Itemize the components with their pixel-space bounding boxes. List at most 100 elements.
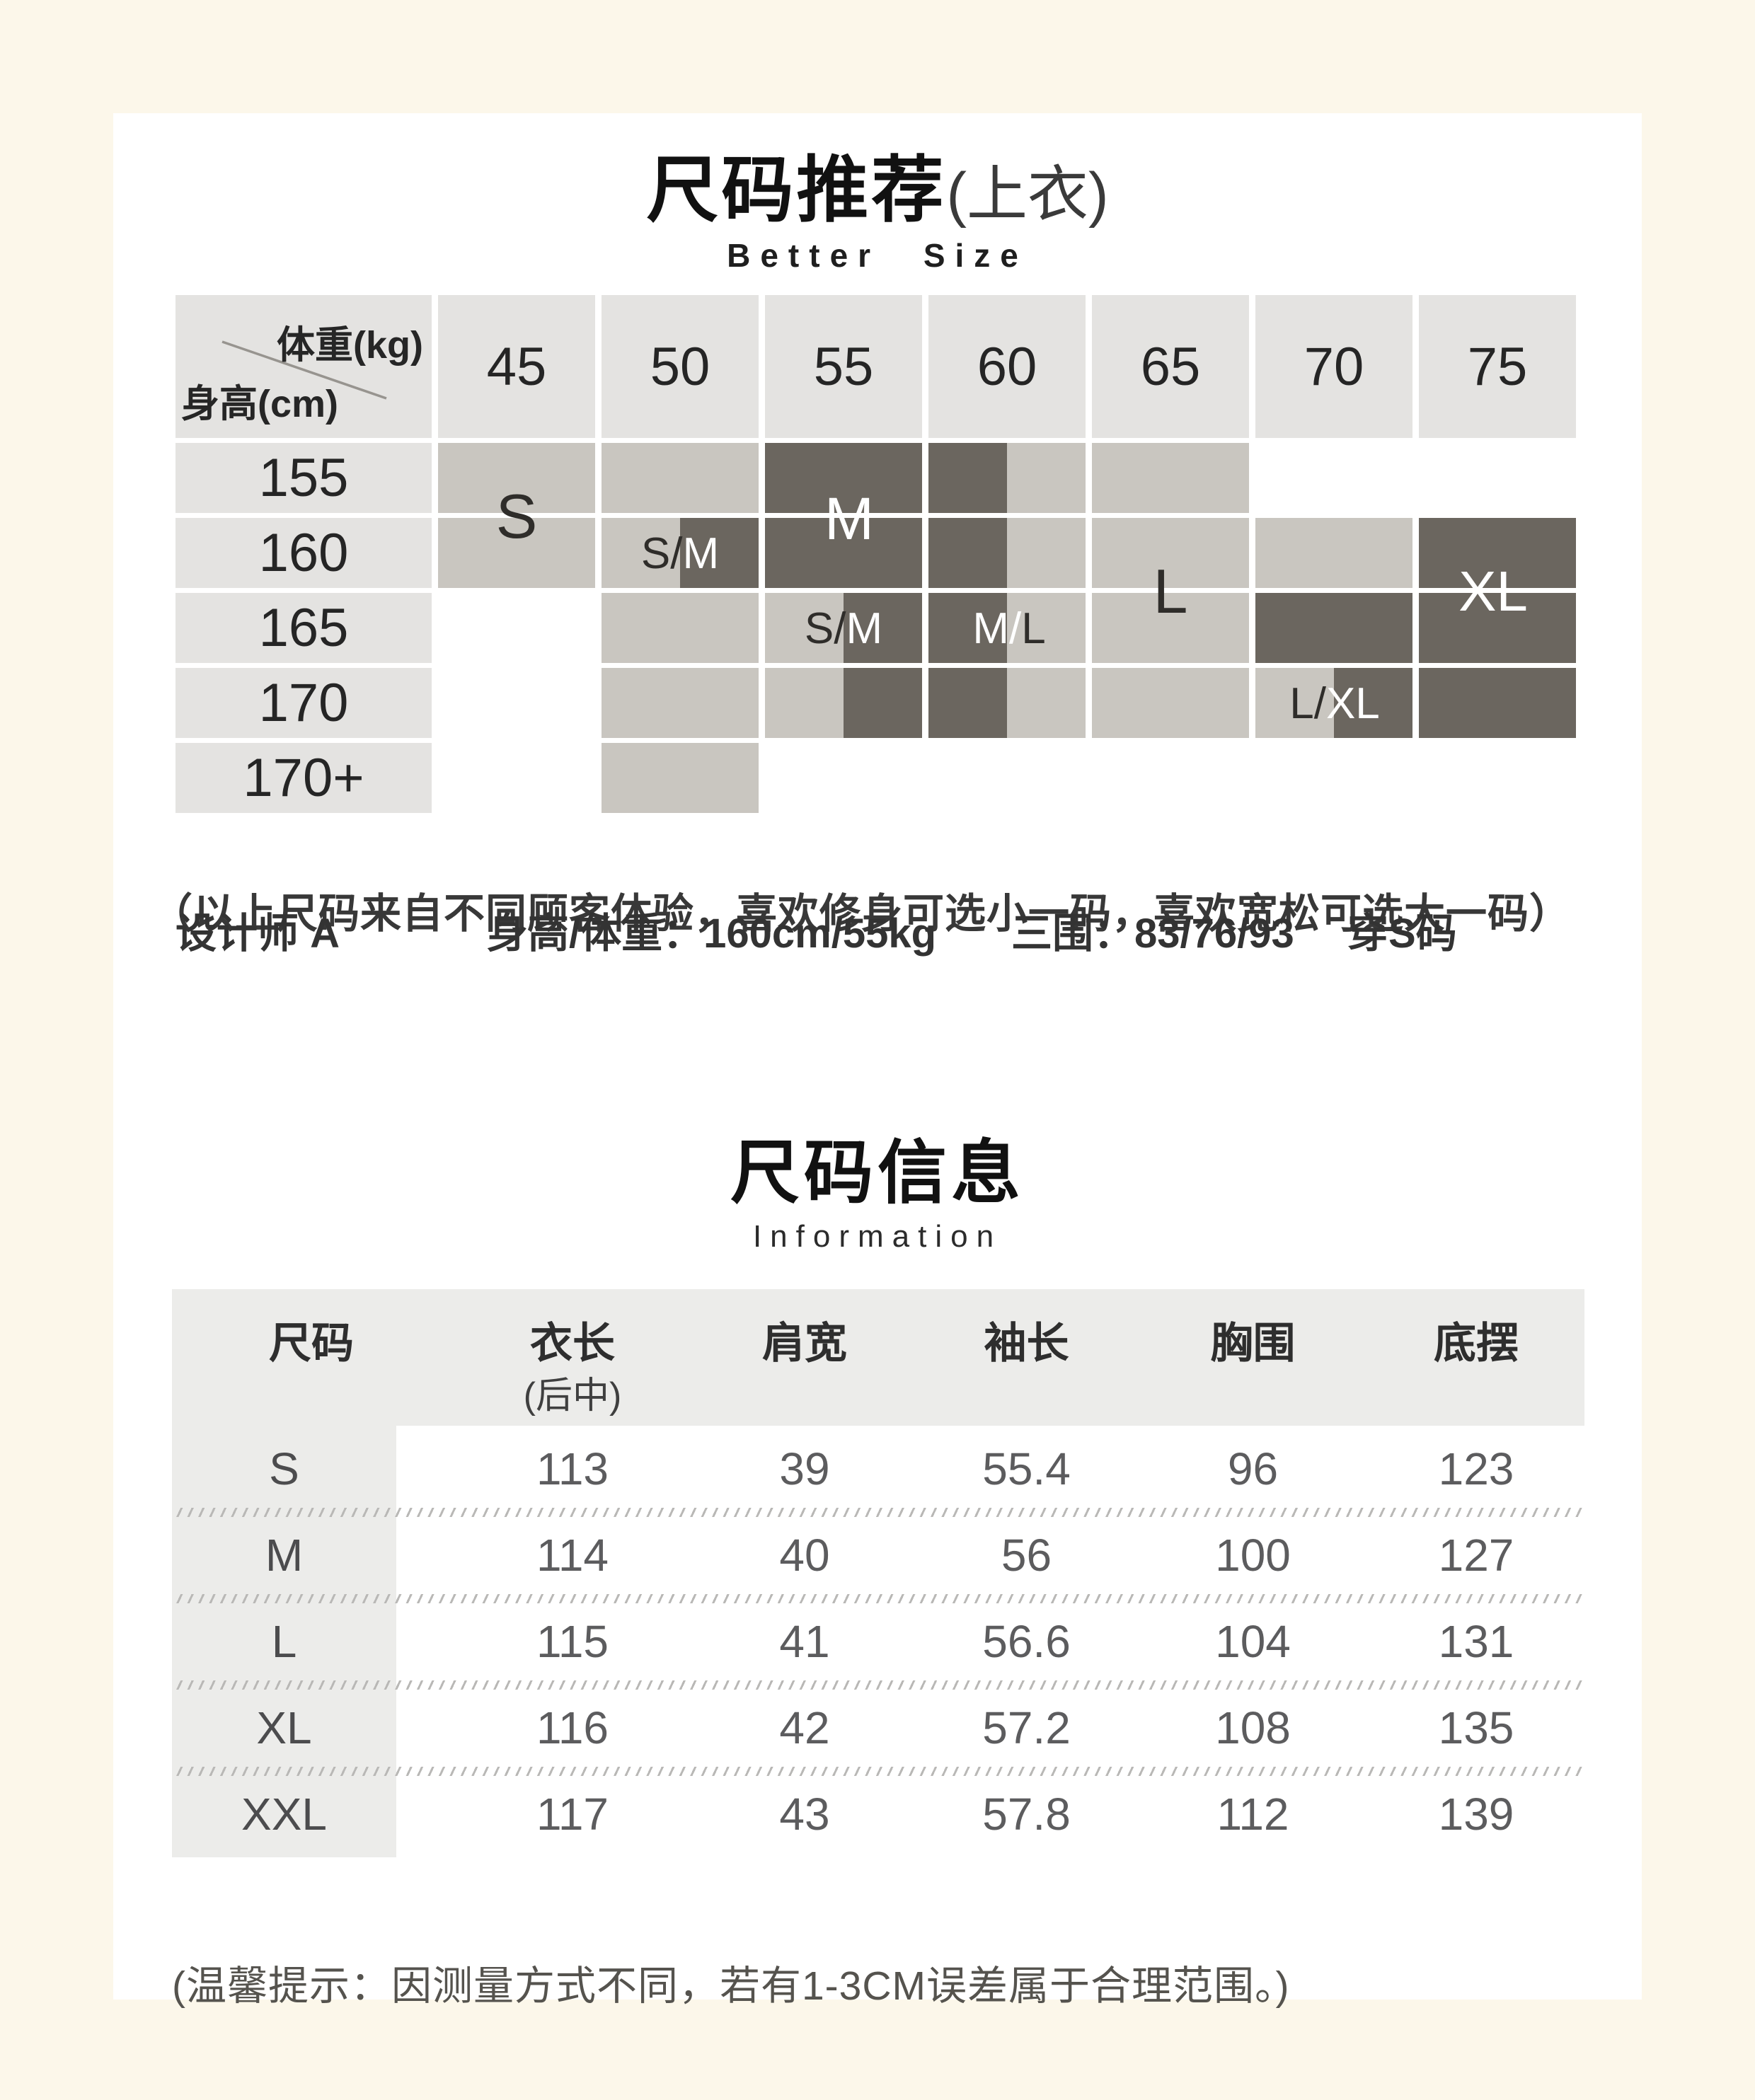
row-size-label: M: [265, 1530, 304, 1581]
grid-cell: [1419, 593, 1576, 663]
row-size-label: L: [271, 1616, 297, 1667]
grid-cell: [765, 668, 922, 738]
cell-hem: 135: [1438, 1702, 1514, 1753]
column-header-bust: 胸围: [1210, 1320, 1296, 1367]
cell-bust: 112: [1216, 1789, 1289, 1840]
grid-cell: [1419, 518, 1576, 588]
cell-length: 115: [536, 1616, 609, 1667]
cell-bust: 100: [1215, 1530, 1291, 1581]
column-header-size: 尺码: [269, 1320, 354, 1367]
table-row: XXL 117 43 57.8 112 139: [172, 1771, 1584, 1857]
grid-cell: [438, 518, 595, 588]
section2-heading: 尺码信息 Information: [0, 1138, 1755, 1252]
zone-label-part: M/: [972, 604, 1022, 653]
title-subtitle-en: Better Size: [727, 237, 1028, 274]
cell-hem: 127: [1438, 1530, 1514, 1581]
measurement-tolerance-note: (温馨提示：因测量方式不同，若有1-3CM误差属于合理范围。): [172, 1963, 1290, 2009]
size-zone-label-ml: M/L: [972, 607, 1045, 651]
grid-cell: [1419, 443, 1576, 513]
row-separator: [172, 1767, 1584, 1776]
cell-bust: 108: [1215, 1702, 1291, 1753]
grid-cell: [602, 593, 759, 663]
cell-length: 117: [536, 1789, 609, 1840]
zone-label-part: S/: [804, 604, 846, 653]
grid-cell: [1092, 518, 1249, 588]
size-zone-label-sm: S/M: [805, 607, 882, 651]
zone-label-part: XL: [1325, 679, 1380, 728]
size-recommendation-grid: 体重(kg) 身高(cm) 45 50 55 60 65 70 75 155 1…: [176, 295, 1576, 813]
grid-cell: [602, 518, 759, 588]
grid-height-label: 155: [176, 443, 432, 513]
designer-height-weight: 身高/体重：160cm/55kg: [487, 911, 937, 957]
section1-heading: 尺码推荐(上衣) Better Size: [0, 154, 1755, 272]
grid-cell: [1255, 518, 1412, 588]
corner-diagonal-line: [221, 340, 387, 400]
grid-corner-cell: 体重(kg) 身高(cm): [176, 295, 432, 438]
size-recommendation-note: （以上尺码来自不同顾客体验，喜欢修身可选小一码，喜欢宽松可选大一码）: [151, 891, 1572, 937]
grid-weight-header: 70: [1255, 295, 1412, 438]
size-zone-label-sm: S/M: [641, 532, 719, 576]
column-header-length-text: 衣长: [530, 1320, 615, 1367]
weight-axis-label: 体重(kg): [277, 324, 423, 367]
cell-shoulder: 42: [779, 1702, 830, 1753]
grid-height-label: 170: [176, 668, 432, 738]
zone-label-part: S/: [640, 529, 683, 578]
size-zone-label-lxl: L/XL: [1289, 682, 1380, 726]
size-information-title: 尺码信息: [730, 1133, 1025, 1211]
size-zone-label-s: S: [495, 481, 538, 551]
cell-hem: 123: [1438, 1443, 1514, 1494]
zone-label-part: L: [1021, 604, 1046, 653]
grid-cell: [765, 593, 922, 663]
row-size-label: S: [269, 1443, 299, 1494]
cell-sleeve: 57.8: [982, 1789, 1071, 1840]
grid-height-label: 170+: [176, 743, 432, 813]
grid-height-label: 165: [176, 593, 432, 663]
size-information-table: 尺码 衣长 (后中) 肩宽 袖长 胸围 底摆 S 113 39 55.4 96 1…: [172, 1289, 1584, 1857]
grid-cell: [928, 593, 1086, 663]
size-zone-label-m: M: [824, 485, 874, 552]
size-information-subtitle-en: Information: [752, 1219, 1003, 1254]
table-header-row: 尺码 衣长 (后中) 肩宽 袖长 胸围 底摆: [172, 1289, 1584, 1426]
size-label-column-background: [172, 1426, 396, 1857]
grid-weight-header: 65: [1092, 295, 1249, 438]
cell-shoulder: 39: [779, 1443, 830, 1494]
grid-cell: [1092, 443, 1249, 513]
cell-shoulder: 40: [779, 1530, 830, 1581]
grid-weight-header: 60: [928, 295, 1086, 438]
cell-length: 116: [536, 1702, 609, 1753]
table-row: XL 116 42 57.2 108 135: [172, 1685, 1584, 1771]
cell-sleeve: 56: [1001, 1530, 1052, 1581]
grid-cell: [1255, 743, 1412, 813]
table-row: S 113 39 55.4 96 123: [172, 1426, 1584, 1512]
cell-shoulder: 41: [779, 1616, 830, 1667]
size-recommendation-title: 尺码推荐(上衣): [0, 154, 1755, 226]
designer-info-line: 设计师 A 身高/体重：160cm/55kg 三围：83/76/93 穿S码: [0, 900, 1755, 957]
grid-cell: [1092, 593, 1249, 663]
row-separator: [172, 1594, 1584, 1603]
grid-cell: [765, 743, 922, 813]
cell-hem: 139: [1438, 1789, 1514, 1840]
cell-length: 113: [536, 1443, 609, 1494]
cell-bust: 96: [1227, 1443, 1279, 1494]
grid-cell: [1092, 743, 1249, 813]
grid-weight-header: 55: [765, 295, 922, 438]
grid-cell: [928, 668, 1086, 738]
grid-cell: [928, 518, 1086, 588]
title-suffix: (上衣): [946, 161, 1109, 229]
column-header-hem: 底摆: [1434, 1320, 1519, 1367]
table-row: M 114 40 56 100 127: [172, 1512, 1584, 1598]
cell-sleeve: 55.4: [982, 1443, 1071, 1494]
grid-cell: [1255, 668, 1412, 738]
grid-cell: [1092, 668, 1249, 738]
row-size-label: XL: [256, 1702, 312, 1753]
column-header-length-sub: (后中): [523, 1375, 622, 1417]
grid-cell: [438, 443, 595, 513]
grid-cell: [438, 593, 595, 663]
grid-cell: [1255, 593, 1412, 663]
size-zone-label-l: L: [1153, 556, 1188, 626]
row-separator: [172, 1508, 1584, 1517]
grid-cell: [765, 518, 922, 588]
zone-label-part: L/: [1289, 679, 1326, 728]
cell-shoulder: 43: [779, 1789, 830, 1840]
title-text: 尺码推荐: [646, 150, 947, 231]
